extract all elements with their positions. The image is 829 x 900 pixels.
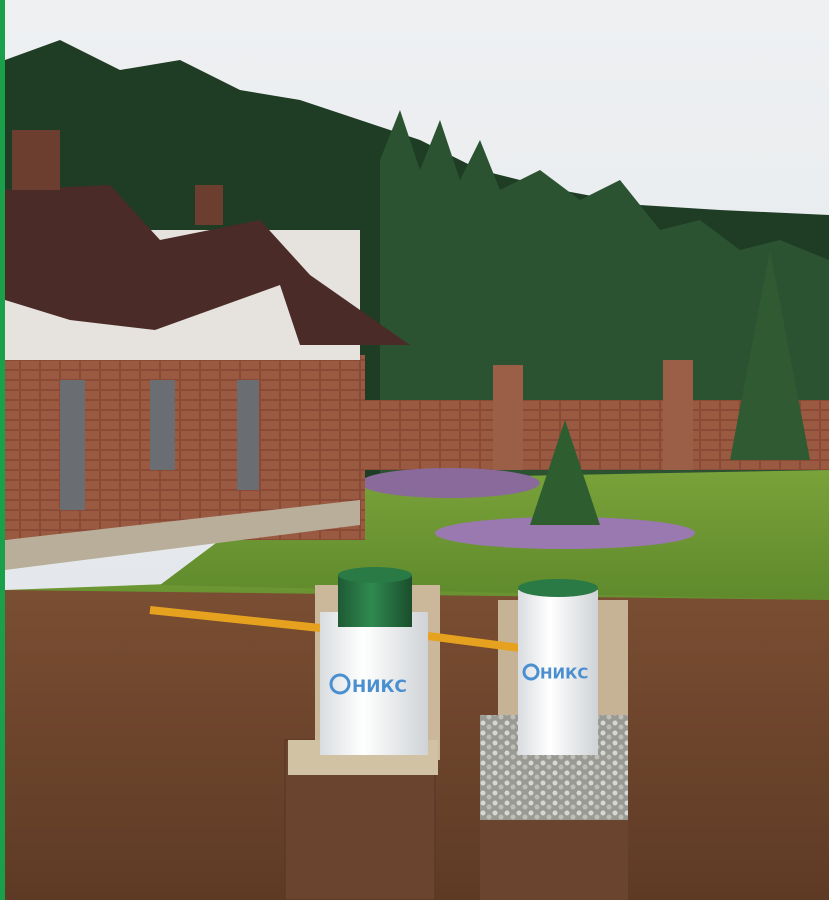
pipe bbox=[149, 606, 321, 632]
logo bbox=[329, 673, 351, 695]
tank-label: НИКС bbox=[352, 677, 407, 697]
tank bbox=[320, 612, 428, 755]
tank-lid bbox=[518, 579, 598, 597]
window bbox=[60, 380, 85, 510]
shrub bbox=[530, 420, 600, 525]
logo bbox=[522, 663, 540, 681]
window bbox=[237, 380, 259, 490]
spruce bbox=[730, 250, 810, 460]
window bbox=[150, 380, 175, 470]
side-strip bbox=[0, 0, 5, 900]
tank-neck bbox=[338, 575, 412, 627]
chimney bbox=[195, 185, 223, 225]
flowerbed bbox=[435, 517, 695, 549]
tank-label: НИКС bbox=[540, 665, 588, 683]
foundation bbox=[5, 500, 360, 570]
roof bbox=[5, 185, 410, 345]
fence-post bbox=[663, 360, 693, 470]
flowerbed bbox=[360, 468, 540, 498]
fence-post bbox=[493, 365, 523, 470]
forest-front bbox=[380, 110, 829, 480]
pipe bbox=[427, 632, 521, 652]
chimney bbox=[12, 130, 60, 190]
tank-lid bbox=[338, 567, 412, 583]
tank bbox=[518, 590, 598, 755]
